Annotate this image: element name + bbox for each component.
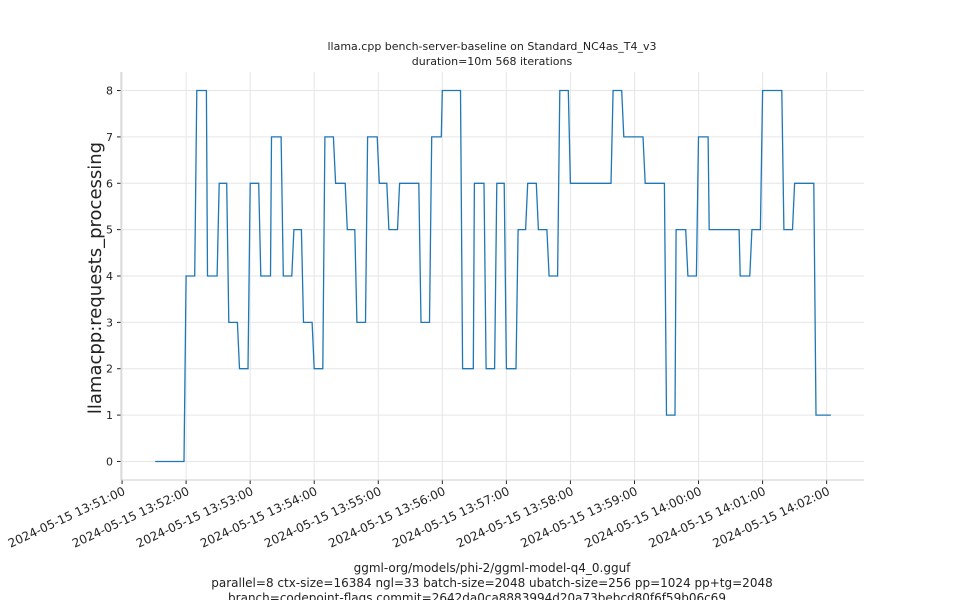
y-tick-label: 8 [106, 85, 113, 98]
y-tick-label: 1 [106, 409, 113, 422]
y-tick-label: 2 [106, 363, 113, 376]
y-tick-label: 4 [106, 270, 113, 283]
y-tick-label: 6 [106, 177, 113, 190]
y-axis-label: llamacpp:requests_processing [85, 142, 106, 414]
x-tick-label: 2024-05-15 13:52:00 [70, 484, 191, 551]
chart-subtitle: duration=10m 568 iterations [412, 55, 573, 68]
x-tick-label: 2024-05-15 13:56:00 [326, 484, 447, 551]
x-tick-label: 2024-05-15 14:02:00 [710, 484, 831, 551]
data-line [155, 89, 831, 463]
x-tick-label: 2024-05-15 13:55:00 [262, 484, 383, 551]
y-tick-label: 0 [106, 455, 113, 468]
footer-line: ggml-org/models/phi-2/ggml-model-q4_0.gg… [354, 561, 632, 575]
x-tick-label: 2024-05-15 14:01:00 [646, 484, 767, 551]
y-tick-label: 3 [106, 316, 113, 329]
footer-line: branch=codepoint-flags commit=2642da0ca8… [228, 591, 726, 600]
x-tick-label: 2024-05-15 14:00:00 [582, 484, 703, 551]
x-tick-label: 2024-05-15 13:58:00 [454, 484, 575, 551]
y-tick-label: 7 [106, 131, 113, 144]
x-tick-label: 2024-05-15 13:57:00 [390, 484, 511, 551]
y-tick-label: 5 [106, 224, 113, 237]
footer-line: parallel=8 ctx-size=16384 ngl=33 batch-s… [211, 576, 772, 590]
x-tick-label: 2024-05-15 13:53:00 [134, 484, 255, 551]
x-tick-label: 2024-05-15 13:51:00 [6, 484, 127, 551]
chart-title: llama.cpp bench-server-baseline on Stand… [327, 40, 656, 53]
x-tick-label: 2024-05-15 13:54:00 [198, 484, 319, 551]
x-tick-label: 2024-05-15 13:59:00 [518, 484, 639, 551]
